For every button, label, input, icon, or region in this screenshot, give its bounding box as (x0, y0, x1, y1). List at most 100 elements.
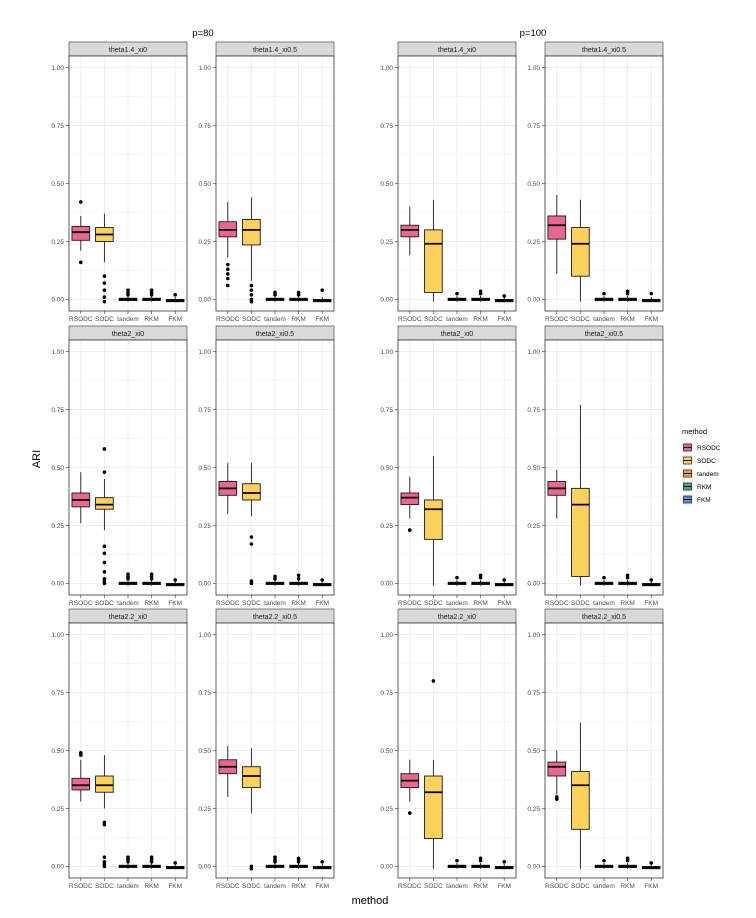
strip-label: theta2.2_xi0 (438, 614, 476, 621)
x-tick-label-rsodc: RSODC (69, 883, 93, 890)
y-tick-label: 0.00 (51, 864, 64, 871)
y-tick-label: 0.25 (527, 806, 540, 813)
strip-label: theta2_xi0.5 (256, 331, 294, 338)
x-tick-label-rsodc: RSODC (216, 316, 240, 323)
box-body (242, 766, 261, 789)
x-tick-label-fkm: FKM (315, 316, 329, 323)
box-body (547, 215, 567, 240)
y-tick-label: 0.00 (527, 864, 540, 871)
panel-border (215, 55, 335, 312)
outlier-point (102, 288, 107, 292)
x-tick-label-fkm: FKM (644, 316, 658, 323)
y-tick-label: 0.25 (380, 239, 393, 246)
outlier-point (320, 288, 325, 292)
y-tick-label: 0.75 (380, 123, 393, 130)
outlier-point (249, 866, 254, 871)
strip-label: theta1.4_xi0.5 (253, 47, 297, 54)
x-tick-label-sodc: SODC (242, 316, 261, 323)
box-body (242, 218, 261, 246)
box-body (400, 224, 420, 238)
y-tick-label: 0.25 (527, 523, 540, 530)
box-tandem (118, 572, 138, 586)
panel-p-100-theta2-2-xi0: theta2.2_xi0 0.00 0.25 0.50 0.75 1.00 RSODC SOD… (380, 608, 517, 890)
outlier-point (296, 573, 301, 578)
outlier-point (149, 855, 154, 859)
legend: method RSODC SODC tandem RKM FKM (682, 427, 721, 505)
x-tick-label-rkm: RKM (291, 883, 305, 890)
x-axis-title: method (352, 895, 389, 907)
panel-border (397, 55, 517, 312)
box-body (547, 761, 567, 777)
y-tick-label: 1.00 (527, 349, 540, 356)
y-tick-label: 0.75 (198, 123, 211, 130)
y-tick-label: 0.00 (51, 581, 64, 588)
box-rkm (471, 289, 490, 302)
panel-border (215, 622, 335, 879)
x-tick-label-rkm: RKM (144, 883, 158, 890)
x-tick-label-sodc: SODC (571, 883, 590, 890)
y-tick-label: 1.00 (198, 632, 211, 639)
box-body (71, 225, 91, 241)
outlier-point (79, 753, 83, 757)
y-tick-label: 0.25 (198, 239, 211, 246)
x-tick-label-rkm: RKM (620, 600, 634, 607)
box-rkm (289, 856, 308, 869)
y-tick-label: 0.50 (51, 748, 64, 755)
outlier-point (126, 288, 130, 292)
outlier-point (102, 560, 107, 565)
outlier-point (102, 855, 107, 859)
y-tick-label: 0.75 (527, 690, 540, 697)
panel-p-80-theta1-4-xi0: theta1.4_xi0 0.00 0.25 0.50 0.75 1.00 RSODC SOD… (51, 41, 188, 323)
outlier-point (249, 283, 254, 288)
strip-label: theta1.4_xi0 (109, 47, 147, 54)
y-tick-label: 0.50 (380, 181, 393, 188)
outlier-point (226, 267, 230, 272)
strip-label: theta1.4_xi0 (438, 47, 476, 54)
box-sodc (242, 462, 261, 586)
outlier-point (79, 260, 83, 265)
y-tick-label: 0.00 (527, 581, 540, 588)
legend-label: RKM (697, 484, 711, 491)
panel-p-100-theta1-4-xi0-5: theta1.4_xi0.5 0.00 0.25 0.50 0.75 1.00 RSODC S… (527, 41, 664, 323)
y-tick-label: 0.50 (380, 465, 393, 472)
x-tick-label-tandem: tandem (593, 883, 615, 890)
y-axis-title: ARI (31, 450, 43, 468)
x-tick-label-sodc: SODC (242, 883, 261, 890)
x-tick-label-tandem: tandem (446, 600, 468, 607)
box-sodc (95, 755, 114, 869)
box-body (95, 497, 114, 510)
y-tick-label: 1.00 (380, 349, 393, 356)
x-tick-label-tandem: tandem (593, 600, 615, 607)
strip-label: theta2_xi0.5 (585, 331, 623, 338)
box-fkm (312, 578, 332, 587)
panel-p-100-theta2-xi0: theta2_xi0 0.00 0.25 0.50 0.75 1.00 RSODC SODC t… (380, 325, 517, 607)
x-tick-label-sodc: SODC (95, 600, 114, 607)
x-tick-label-rkm: RKM (291, 600, 305, 607)
outlier-point (102, 822, 107, 827)
outlier-point (173, 861, 177, 865)
box-rkm (471, 573, 490, 586)
box-tandem (265, 290, 285, 302)
x-tick-label-sodc: SODC (424, 600, 443, 607)
y-tick-label: 0.75 (198, 407, 211, 414)
legend-item-fkm: FKM (682, 494, 711, 505)
outlier-point (102, 274, 107, 279)
box-rkm (289, 290, 308, 302)
y-tick-label: 0.75 (51, 407, 64, 414)
outlier-point (126, 572, 130, 576)
y-tick-label: 0.25 (198, 523, 211, 530)
x-tick-label-tandem: tandem (446, 316, 468, 323)
y-tick-label: 1.00 (527, 632, 540, 639)
box-sodc (571, 404, 590, 586)
box-tandem (447, 858, 467, 869)
outlier-point (102, 281, 107, 285)
x-tick-label-rkm: RKM (144, 316, 158, 323)
x-tick-label-sodc: SODC (424, 883, 443, 890)
outlier-point (649, 291, 653, 296)
x-tick-label-rsodc: RSODC (545, 600, 569, 607)
box-sodc (242, 748, 261, 871)
strip-label: theta2.2_xi0.5 (582, 614, 626, 621)
panel-border (215, 339, 335, 596)
legend-label: SODC (697, 458, 716, 465)
outlier-point (249, 581, 254, 586)
